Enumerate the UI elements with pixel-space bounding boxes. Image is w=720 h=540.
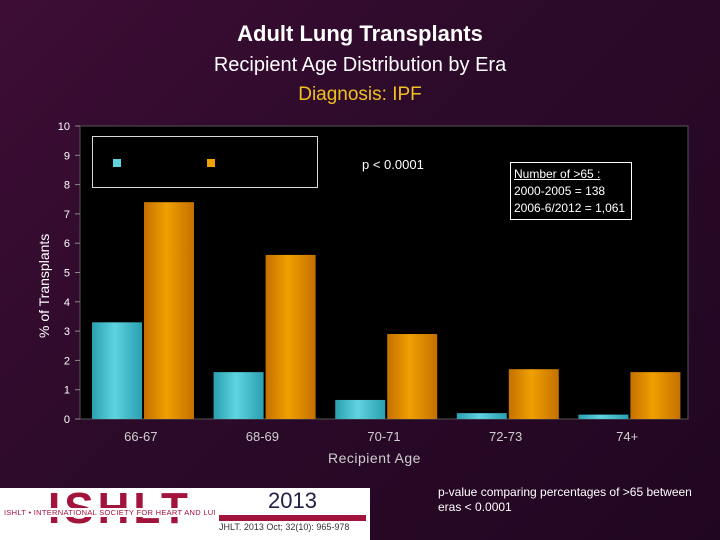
bar-series-2-72-73 bbox=[508, 369, 559, 419]
citation-box: 2013 JHLT. 2013 Oct; 32(10): 965-978 bbox=[215, 488, 370, 540]
bar-series-2-66-67 bbox=[144, 202, 194, 419]
x-tick-label: 68-69 bbox=[246, 429, 279, 444]
x-axis-label: Recipient Age bbox=[328, 450, 421, 466]
bar-series-2-74+ bbox=[630, 372, 681, 419]
bar-series-1-68-69 bbox=[213, 372, 264, 419]
x-tick-label: 66-67 bbox=[124, 429, 157, 444]
p-value-annotation: p < 0.0001 bbox=[362, 157, 424, 172]
y-tick-label: 3 bbox=[64, 326, 70, 338]
ishlt-logo: ISHLT ISHLT • INTERNATIONAL SOCIETY FOR … bbox=[0, 488, 215, 540]
y-tick-label: 6 bbox=[64, 238, 70, 250]
y-tick-label: 4 bbox=[64, 297, 70, 309]
bar-series-1-74+ bbox=[578, 414, 629, 419]
y-tick-label: 0 bbox=[64, 414, 70, 426]
y-tick-label: 2 bbox=[64, 355, 70, 367]
year-label: 2013 bbox=[268, 488, 317, 513]
y-tick-label: 8 bbox=[64, 180, 70, 192]
y-tick-label: 10 bbox=[58, 121, 70, 133]
y-axis-label: % of Transplants bbox=[36, 233, 52, 338]
logo-subtitle: ISHLT • INTERNATIONAL SOCIETY FOR HEART … bbox=[4, 508, 215, 517]
x-tick-label: 70-71 bbox=[367, 429, 400, 444]
y-tick-label: 1 bbox=[64, 385, 70, 397]
footnote: p-value comparing percentages of >65 bet… bbox=[438, 485, 692, 514]
x-tick-label: 72-73 bbox=[489, 429, 522, 444]
number-over-65-title: Number of >65 : bbox=[514, 167, 601, 181]
legend-swatch-series-1 bbox=[113, 159, 121, 167]
bar-series-1-66-67 bbox=[92, 322, 142, 419]
diagnosis-label: Diagnosis: IPF bbox=[298, 84, 422, 105]
chart-subtitle: Recipient Age Distribution by Era bbox=[213, 54, 507, 76]
bar-series-1-72-73 bbox=[456, 413, 507, 419]
bar-series-1-70-71 bbox=[335, 399, 386, 419]
legend-swatch-series-2 bbox=[207, 159, 215, 167]
y-tick-label: 7 bbox=[64, 209, 70, 221]
citation-text: JHLT. 2013 Oct; 32(10): 965-978 bbox=[219, 522, 350, 532]
bar-series-2-68-69 bbox=[265, 254, 316, 419]
number-era-2: 2006-6/2012 = 1,061 bbox=[514, 201, 626, 215]
y-tick-label: 9 bbox=[64, 150, 70, 162]
bar-series-2-70-71 bbox=[387, 334, 438, 419]
y-tick-label: 5 bbox=[64, 268, 70, 280]
number-over-65-box: Number of >65 : 2000-2005 = 138 2006-6/2… bbox=[510, 162, 632, 220]
number-era-1: 2000-2005 = 138 bbox=[514, 184, 606, 198]
x-tick-label: 74+ bbox=[616, 429, 638, 444]
logo-band bbox=[0, 508, 215, 517]
legend bbox=[92, 136, 318, 188]
chart-title: Adult Lung Transplants bbox=[237, 21, 483, 46]
year-band bbox=[219, 515, 366, 521]
title-block: Adult Lung Transplants Recipient Age Dis… bbox=[0, 18, 720, 110]
